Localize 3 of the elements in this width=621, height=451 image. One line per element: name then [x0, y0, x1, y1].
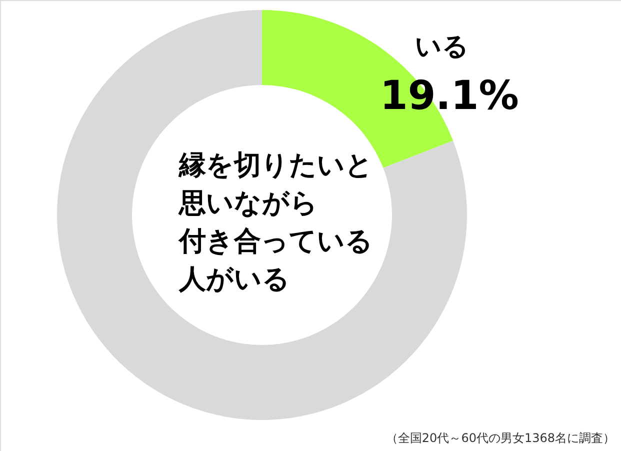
text: （全国20代～60代の男女1368名に調査）: [386, 431, 615, 445]
slice-label: いる: [415, 32, 469, 62]
text: 縁を切りたいと思いながら付き合っている人がいる: [178, 150, 373, 295]
